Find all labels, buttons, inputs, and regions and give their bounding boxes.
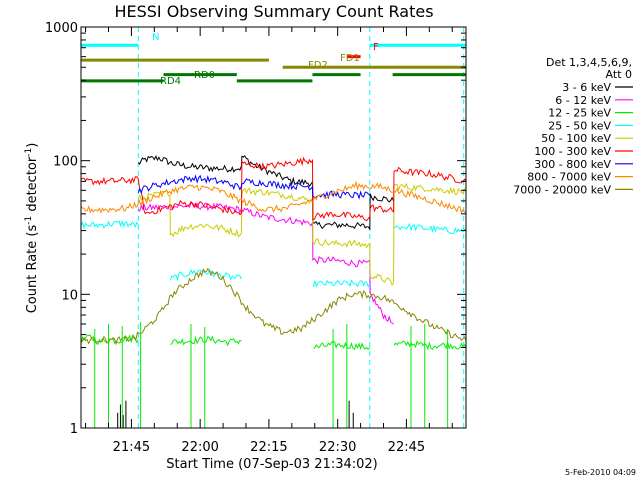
series-line-25-50-kev-8 (312, 279, 371, 288)
legend-label-800-7000-kev: 800 - 7000 keV (527, 171, 611, 184)
y-tick-label-1000: 1000 (45, 21, 78, 36)
y-tick-label-1: 1 (70, 422, 78, 437)
series-line-800-7000-kev-13 (81, 180, 466, 215)
legend-label-12-25-kev: 12 - 25 keV (548, 107, 611, 120)
x-tick-label-21-45: 21:45 (113, 440, 150, 455)
legend-header-0: Det 1,3,4,5,6,9, (546, 56, 632, 69)
series-line-25-50-kev-7 (169, 268, 242, 282)
legend-label-6-12-kev: 6 - 12 keV (555, 94, 611, 107)
series-line-6-12-kev-1 (137, 202, 394, 325)
series-line-12-25-kev-3 (170, 335, 242, 347)
x-tick-label-22-00: 22:00 (181, 440, 218, 455)
x-tick-label-22-30: 22:30 (319, 440, 356, 455)
series-line-100-300-kev-11 (81, 156, 466, 222)
y-axis-ticks: 1 10 100 1000 (45, 21, 466, 437)
x-axis-label: Start Time (07-Sep-03 21:34:02) (166, 457, 377, 472)
y-axis-label-sup2: -1 (24, 148, 34, 157)
y-axis-label-end: ) (25, 143, 40, 148)
x-tick-label-22-45: 22:45 (388, 440, 425, 455)
series-line-25-50-kev-6 (81, 220, 139, 230)
plot-area (81, 27, 466, 428)
chart-title: HESSI Observing Summary Count Rates (114, 2, 433, 21)
date-stamp: 5-Feb-2010 04:09 (565, 468, 636, 477)
x-tick-label-22-15: 22:15 (250, 440, 287, 455)
y-axis-label-mid: detector (25, 156, 40, 216)
series-line-3-6-kev-0 (137, 154, 395, 231)
series-line-50-100-kev-10 (137, 182, 466, 286)
y-axis-label-sup1: -1 (24, 216, 34, 225)
series-line-25-50-kev-9 (393, 222, 466, 234)
series-line-12-25-kev-4 (313, 341, 371, 351)
state-label-fd1: FD1 (340, 53, 360, 64)
state-label-fd2: FD2 (308, 60, 328, 71)
legend-label-3-6-kev: 3 - 6 keV (562, 81, 611, 94)
series-line-12-25-kev-5 (393, 339, 466, 351)
legend-header-1: Att 0 (606, 68, 632, 81)
state-label-rd4: RD4 (160, 76, 181, 87)
legend-label-300-800-kev: 300 - 800 keV (534, 158, 611, 171)
x-axis-ticks: 21:45 22:00 22:15 22:30 22:45 (85, 27, 453, 455)
plot-frame (80, 26, 467, 429)
y-tick-label-10: 10 (61, 288, 78, 303)
y-tick-label-100: 100 (53, 155, 78, 170)
series-line-300-800-kev-12 (137, 174, 371, 200)
series-line-7000-20000-kev-14 (81, 267, 466, 346)
plot-content: N F FD1 FD2 RD0 RD4 (81, 27, 466, 428)
y-axis-label: Count Rate (s-1 detector-1) (24, 143, 40, 314)
legend-label-7000-20000-kev: 7000 - 20000 keV (513, 183, 611, 196)
legend-label-100-300-kev: 100 - 300 keV (534, 145, 611, 158)
y-axis-label-main: Count Rate (s (25, 225, 40, 314)
state-label-f: F (373, 42, 379, 53)
state-label-rd0: RD0 (194, 70, 215, 81)
legend-label-25-50-kev: 25 - 50 keV (548, 119, 611, 132)
legend-label-50-100-kev: 50 - 100 keV (541, 132, 611, 145)
state-label-n: N (152, 32, 159, 43)
